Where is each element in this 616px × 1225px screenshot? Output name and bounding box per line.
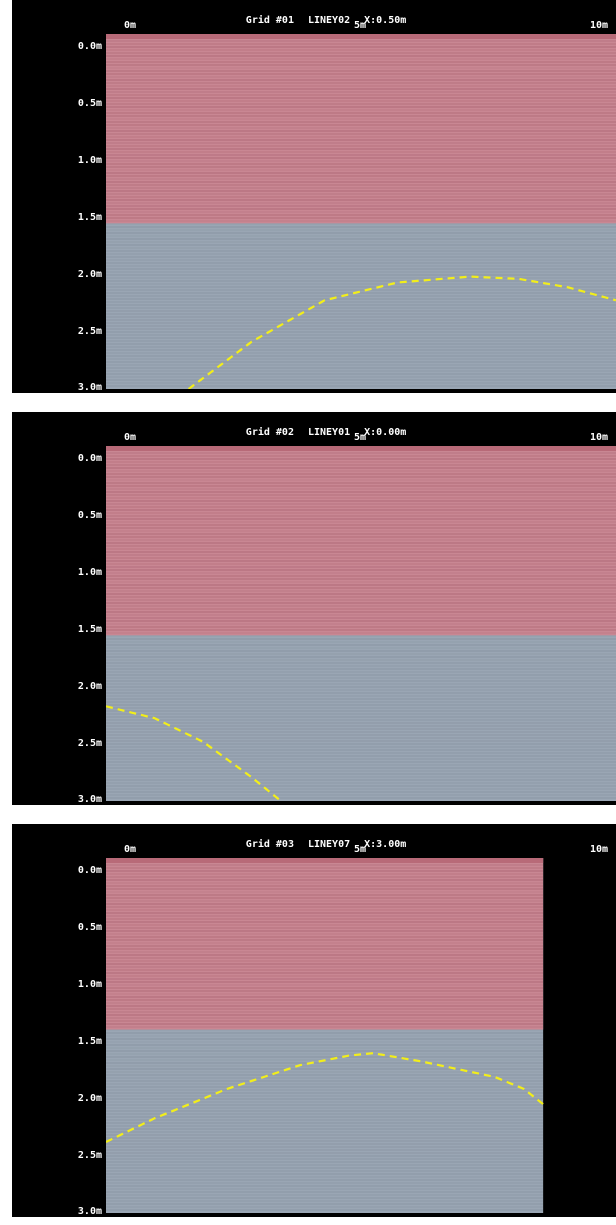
x-tick-label: 10m	[590, 20, 609, 31]
y-tick-label: 0.0m	[77, 453, 102, 464]
y-tick-label: 2.0m	[77, 269, 102, 280]
x-tick-label: 0m	[124, 20, 137, 31]
grid-id: Grid #01	[245, 15, 294, 26]
line-id: LINEY07	[307, 839, 351, 850]
line-id: LINEY01	[307, 427, 351, 438]
upper-zone	[106, 858, 544, 1030]
y-tick-label: 1.5m	[77, 624, 102, 635]
radargram-panel-1: Grid #01 LINEY02 X:0.50m 0m 5m 10m 0.0m 0.…	[12, 0, 616, 393]
y-tick-label: 2.5m	[77, 738, 102, 749]
x-position: X:0.00m	[364, 427, 407, 438]
surface-band	[106, 858, 544, 863]
surface-band	[106, 34, 616, 39]
radargram-svg	[106, 858, 616, 1213]
line-id: LINEY02	[307, 15, 351, 26]
x-tick-label: 10m	[590, 844, 609, 855]
hyperbola-marker	[106, 1052, 544, 1143]
y-tick-label: 0.0m	[77, 865, 102, 876]
y-tick-label: 2.0m	[77, 681, 102, 692]
radargram-panel-2: Grid #02 LINEY01 X:0.00m 0m 5m 10m 0.0m 0.…	[12, 412, 616, 805]
y-tick-label: 2.5m	[77, 1150, 102, 1161]
y-tick-label: 0.5m	[77, 922, 102, 933]
x-position: X:3.00m	[364, 839, 407, 850]
x-tick-label: 0m	[124, 432, 137, 443]
radargram-plot	[106, 34, 616, 389]
y-tick-label: 0.0m	[77, 41, 102, 52]
panel-title: Grid #03 LINEY07 X:3.00m	[12, 828, 616, 861]
x-tick-label: 5m	[354, 20, 367, 31]
y-tick-label: 0.5m	[77, 98, 102, 109]
y-tick-label: 1.0m	[77, 155, 102, 166]
y-tick-label: 1.5m	[77, 1036, 102, 1047]
y-tick-label: 1.5m	[77, 212, 102, 223]
radargram-plot	[106, 446, 616, 801]
y-tick-label: 2.5m	[77, 326, 102, 337]
y-tick-label: 1.0m	[77, 979, 102, 990]
upper-zone	[106, 446, 616, 636]
radargram-svg	[106, 34, 616, 389]
panel-title: Grid #01 LINEY02 X:0.50m	[12, 4, 616, 37]
y-tick-label: 0.5m	[77, 510, 102, 521]
x-tick-label: 5m	[354, 844, 367, 855]
x-position: X:0.50m	[364, 15, 407, 26]
upper-zone	[106, 34, 616, 224]
x-tick-label: 10m	[590, 432, 609, 443]
radargram-svg	[106, 446, 616, 801]
surface-band	[106, 446, 616, 451]
panel-title: Grid #02 LINEY01 X:0.00m	[12, 416, 616, 449]
grid-id: Grid #02	[245, 427, 294, 438]
radargram-plot	[106, 858, 616, 1213]
y-tick-label: 3.0m	[77, 382, 102, 393]
grid-id: Grid #03	[245, 839, 294, 850]
y-tick-label: 1.0m	[77, 567, 102, 578]
y-tick-label: 3.0m	[77, 794, 102, 805]
y-tick-label: 2.0m	[77, 1093, 102, 1104]
hyperbola-marker	[187, 275, 616, 389]
radargram-panel-3: Grid #03 LINEY07 X:3.00m 0m 5m 10m 0.0m 0.…	[12, 824, 616, 1217]
y-tick-label: 3.0m	[77, 1206, 102, 1217]
x-tick-label: 5m	[354, 432, 367, 443]
x-tick-label: 0m	[124, 844, 137, 855]
